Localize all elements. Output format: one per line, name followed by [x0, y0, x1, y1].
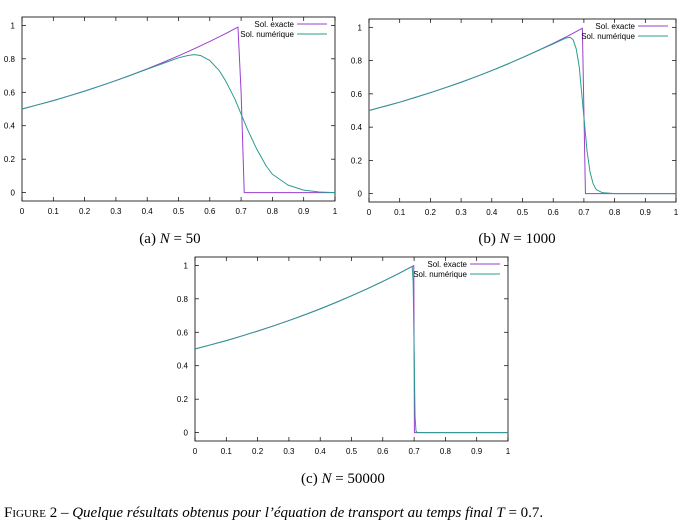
figure-caption-dash: –	[57, 505, 73, 521]
x-tick-label: 0.7	[409, 447, 421, 456]
x-tick-label: 1	[674, 208, 679, 217]
y-tick-label: 0.8	[4, 55, 16, 64]
plot-frame	[194, 256, 509, 442]
y-tick-label: 0.4	[351, 123, 363, 132]
figure-caption-text: Quelque résultats obtenus pour l’équatio…	[72, 505, 497, 521]
subcaption: (b) N = 1000	[478, 231, 555, 247]
y-tick-label: 0.2	[177, 395, 189, 404]
y-tick-label: 0.4	[4, 122, 16, 131]
x-tick-label: 0.3	[110, 207, 122, 216]
x-tick-label: 0	[20, 207, 25, 216]
series-line-numeric	[21, 54, 336, 194]
figure-caption-eq: = 0.7.	[504, 505, 544, 521]
series-line-numeric	[194, 266, 508, 434]
x-tick-label: 0.3	[283, 447, 295, 456]
x-tick-label: 0.5	[517, 208, 529, 217]
y-tick-label: 0	[184, 429, 189, 438]
legend-label: Sol. exacte	[427, 260, 467, 269]
y-tick-label: 1	[11, 21, 16, 30]
x-tick-label: 0.4	[142, 207, 154, 216]
x-tick-label: 1	[506, 447, 511, 456]
figure: 0 0.1 0.2 0.3 0.4 0.5 0.6 0.7 0.8 0.9 1 0 0.2 0.4 0.6 0…	[4, 16, 679, 487]
x-tick-label: 0.3	[456, 208, 468, 217]
x-tick-label: 0	[367, 208, 372, 217]
y-tick-label: 0.4	[177, 362, 189, 371]
x-tick-label: 0.8	[440, 447, 452, 456]
y-tick-label: 0	[11, 189, 16, 198]
plot-frame	[368, 18, 677, 203]
x-tick-label: 0.2	[425, 208, 437, 217]
figure-caption: Figure 2 – Quelque résultats obtenus pou…	[0, 505, 694, 522]
x-tick-label: 0.5	[173, 207, 185, 216]
x-tick-label: 0.2	[252, 447, 264, 456]
y-tick-label: 0.2	[351, 156, 363, 165]
x-tick-label: 0.6	[548, 208, 560, 217]
y-tick-label: 0.6	[177, 328, 189, 337]
x-tick-label: 0.9	[298, 207, 310, 216]
y-tick-label: 0.6	[4, 88, 16, 97]
figure-caption-label: Figure 2	[4, 505, 58, 521]
legend-label: Sol. exacte	[595, 22, 635, 31]
x-tick-label: 0.8	[609, 208, 621, 217]
x-tick-label: 0.2	[79, 207, 91, 216]
x-tick-label: 0.7	[236, 207, 248, 216]
y-tick-label: 0	[358, 190, 363, 199]
chart-panel-1: 0 0.1 0.2 0.3 0.4 0.5 0.6 0.7 0.8 0.9 1 0 0.2 0.4 0.6 0…	[4, 16, 338, 247]
series-line-exact	[194, 265, 508, 434]
y-tick-label: 0.6	[351, 90, 363, 99]
x-tick-label: 0.6	[377, 447, 389, 456]
x-tick-label: 0.5	[346, 447, 358, 456]
x-tick-label: 0.1	[221, 447, 233, 456]
x-tick-label: 0.4	[315, 447, 327, 456]
legend-label: Sol. numérique	[581, 32, 635, 41]
x-tick-label: 0.7	[578, 208, 590, 217]
x-tick-label: 0.6	[204, 207, 216, 216]
subcaption: (a) N = 50	[139, 231, 200, 247]
plot-frame	[21, 16, 336, 202]
x-tick-label: 0.1	[48, 207, 60, 216]
series-line-exact	[21, 26, 335, 194]
x-tick-label: 0.8	[267, 207, 279, 216]
x-tick-label: 0	[193, 447, 198, 456]
figure-caption-var: T	[496, 505, 505, 521]
subcaption: (c) N = 50000	[301, 471, 385, 487]
y-tick-label: 0.8	[177, 295, 189, 304]
y-tick-label: 0.8	[351, 57, 363, 66]
legend-label: Sol. exacte	[254, 20, 294, 29]
legend-label: Sol. numérique	[240, 30, 294, 39]
x-tick-label: 0.9	[471, 447, 483, 456]
legend-label: Sol. numérique	[413, 270, 467, 279]
y-tick-label: 1	[184, 261, 189, 270]
chart-panel-2: 0 0.1 0.2 0.3 0.4 0.5 0.6 0.7 0.8 0.9 1 0 0.2 0.4 0.6 0…	[351, 18, 679, 247]
series-line-exact	[368, 27, 676, 195]
series-line-numeric	[368, 36, 676, 195]
x-tick-label: 0.1	[394, 208, 406, 217]
x-tick-label: 0.9	[640, 208, 652, 217]
chart-panel-3: 0 0.1 0.2 0.3 0.4 0.5 0.6 0.7 0.8 0.9 1 0 0.2 0.4 0.6 0…	[177, 256, 511, 487]
y-tick-label: 1	[358, 23, 363, 32]
y-tick-label: 0.2	[4, 155, 16, 164]
x-tick-label: 0.4	[486, 208, 498, 217]
x-tick-label: 1	[333, 207, 338, 216]
